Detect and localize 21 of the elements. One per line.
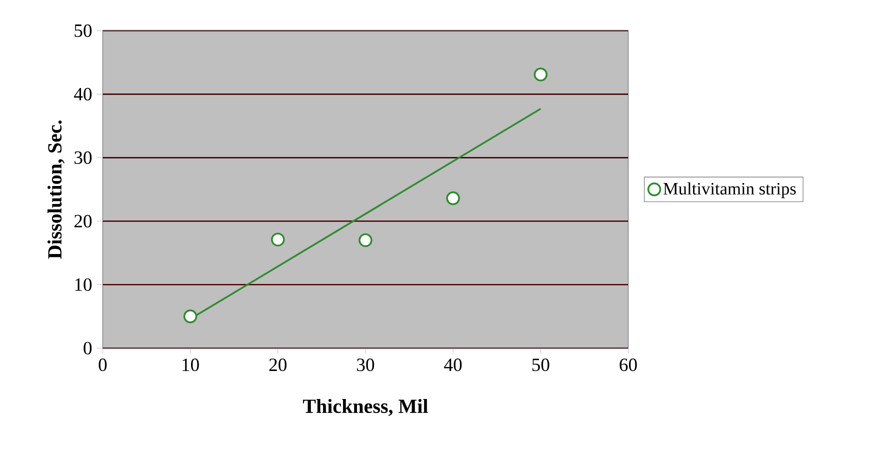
point <box>446 192 460 206</box>
point <box>534 68 548 82</box>
x-axis-title: Thickness, Mil <box>302 399 428 416</box>
y-tick-label: 0 <box>84 342 92 355</box>
x-tick-label: 30 <box>357 358 374 372</box>
x-tick-label: 20 <box>269 358 287 372</box>
legend-label: Multivitamin strips <box>663 182 796 198</box>
y-tick-label: 50 <box>74 24 92 38</box>
y-tick-label: 30 <box>74 152 92 164</box>
point <box>358 234 372 248</box>
x-tick-label: 10 <box>182 358 199 372</box>
x-tick-label: 60 <box>620 358 637 372</box>
x-tick-label: 0 <box>98 358 107 372</box>
point <box>183 310 198 324</box>
y-tick-label: 20 <box>74 215 92 228</box>
y-tick-label: 40 <box>74 88 92 101</box>
y-tick-label: 10 <box>75 278 92 292</box>
x-tick-label: 40 <box>444 358 462 372</box>
point <box>271 232 285 247</box>
x-tick-label: 50 <box>532 358 550 372</box>
y-axis-title: Dissolution, Sec. <box>48 120 64 260</box>
